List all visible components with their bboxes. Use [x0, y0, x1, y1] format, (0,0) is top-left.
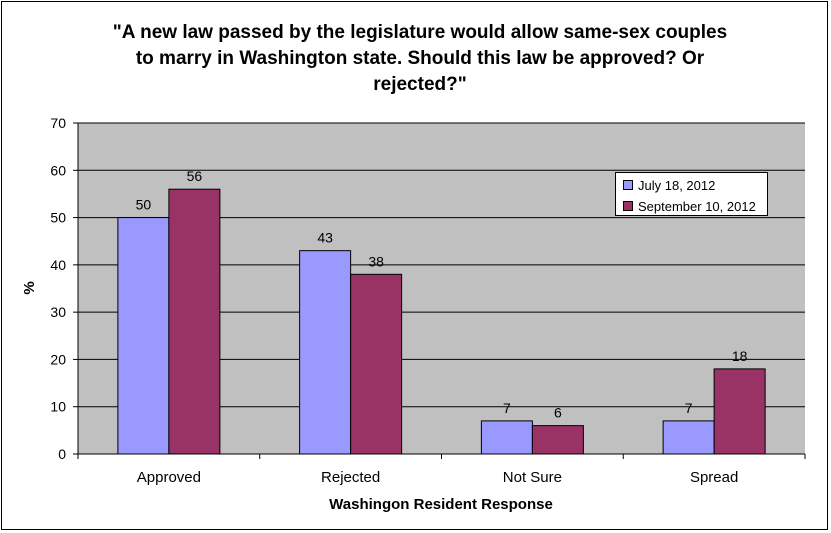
legend-label-july: July 18, 2012: [638, 177, 716, 193]
legend-item-september: September 10, 2012: [623, 198, 756, 214]
legend-swatch-september: [623, 201, 633, 211]
legend: July 18, 2012 September 10, 2012: [615, 172, 768, 216]
bar-september: [713, 368, 766, 455]
legend-item-july: July 18, 2012: [623, 177, 715, 193]
legend-swatch-july: [623, 180, 633, 190]
chart-title-line-2: to marry in Washington state. Should thi…: [135, 48, 705, 69]
chart-title-line-1: "A new law passed by the legislature wou…: [112, 22, 728, 43]
y-tick-label: 10: [50, 399, 66, 415]
data-label: 56: [187, 168, 203, 184]
y-tick-label: 70: [50, 115, 66, 131]
x-tick-label: Spread: [690, 469, 738, 486]
data-label: 43: [317, 230, 333, 246]
bar-september: [350, 273, 403, 455]
y-tick-label: 0: [58, 446, 66, 462]
y-axis-label: %: [21, 281, 38, 294]
x-tick-label: Approved: [137, 469, 201, 486]
bar-july: [480, 420, 533, 455]
legend-label-september: September 10, 2012: [638, 198, 756, 214]
y-tick-label: 30: [50, 304, 66, 320]
x-axis-label: Washingon Resident Response: [329, 496, 553, 513]
bar-july: [299, 250, 352, 455]
bar-july: [117, 217, 170, 455]
data-label: 50: [136, 197, 152, 213]
bar-september: [168, 188, 221, 455]
y-tick-label: 50: [50, 210, 66, 226]
y-tick-label: 40: [50, 257, 66, 273]
data-label: 7: [685, 400, 693, 416]
bar-july: [662, 420, 715, 455]
data-label: 38: [368, 253, 384, 269]
chart-title-line-3: rejected?": [373, 74, 467, 95]
bar-labels: 50 56 43 38 7 6 7 18: [136, 168, 748, 420]
bar-september: [531, 425, 584, 455]
x-tick-label: Rejected: [321, 469, 380, 486]
data-label: 18: [732, 348, 748, 364]
chart-title: "A new law passed by the legislature wou…: [60, 20, 780, 98]
data-label: 7: [503, 400, 511, 416]
y-ticks: 0 10 20 30 40 50 60 70: [50, 115, 78, 462]
bars: [117, 188, 766, 455]
data-label: 6: [554, 405, 562, 421]
x-tick-label: Not Sure: [503, 469, 562, 486]
y-tick-label: 20: [50, 351, 66, 367]
x-ticks: Approved Rejected Not Sure Spread: [77, 454, 806, 486]
y-tick-label: 60: [50, 162, 66, 178]
